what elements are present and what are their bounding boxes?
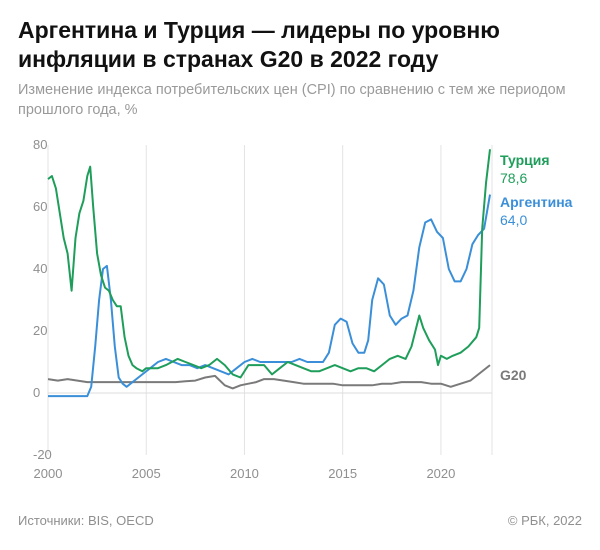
series-value-argentina: 64,0 [500, 212, 527, 228]
y-tick-label: -20 [33, 447, 52, 462]
y-tick-label: 40 [33, 261, 47, 276]
series-label-turkey: Турция [500, 152, 550, 168]
copyright-note: © РБК, 2022 [507, 513, 582, 528]
grid-lines [47, 145, 493, 455]
chart-subtitle: Изменение индекса потребительских цен (C… [18, 82, 566, 118]
series-labels: Турция 78,6 Аргентина 64,0 G20 [500, 152, 573, 383]
x-tick-label: 2015 [328, 466, 357, 481]
y-tick-label: 0 [33, 385, 40, 400]
source-note: Источники: BIS, OECD [18, 513, 154, 528]
x-tick-label: 2000 [34, 466, 63, 481]
series-line-argentina [48, 194, 491, 398]
x-tick-label: 2005 [132, 466, 161, 481]
x-tick-label: 2010 [230, 466, 259, 481]
series-label-argentina: Аргентина [500, 194, 573, 210]
series-label-g20: G20 [500, 367, 527, 383]
series-line-g20 [47, 364, 491, 390]
series-line-turkey [47, 149, 491, 379]
axis-ticks: -20 0 20 40 60 80 2000 2005 2010 2015 2020 [33, 137, 455, 481]
series-value-turkey: 78,6 [500, 170, 527, 186]
y-tick-label: 60 [33, 199, 47, 214]
y-tick-label: 80 [33, 137, 47, 152]
x-tick-label: 2020 [426, 466, 455, 481]
series-lines [47, 149, 491, 398]
y-tick-label: 20 [33, 323, 47, 338]
chart-title: Аргентина и Турция — лидеры по уровню ин… [18, 17, 500, 72]
